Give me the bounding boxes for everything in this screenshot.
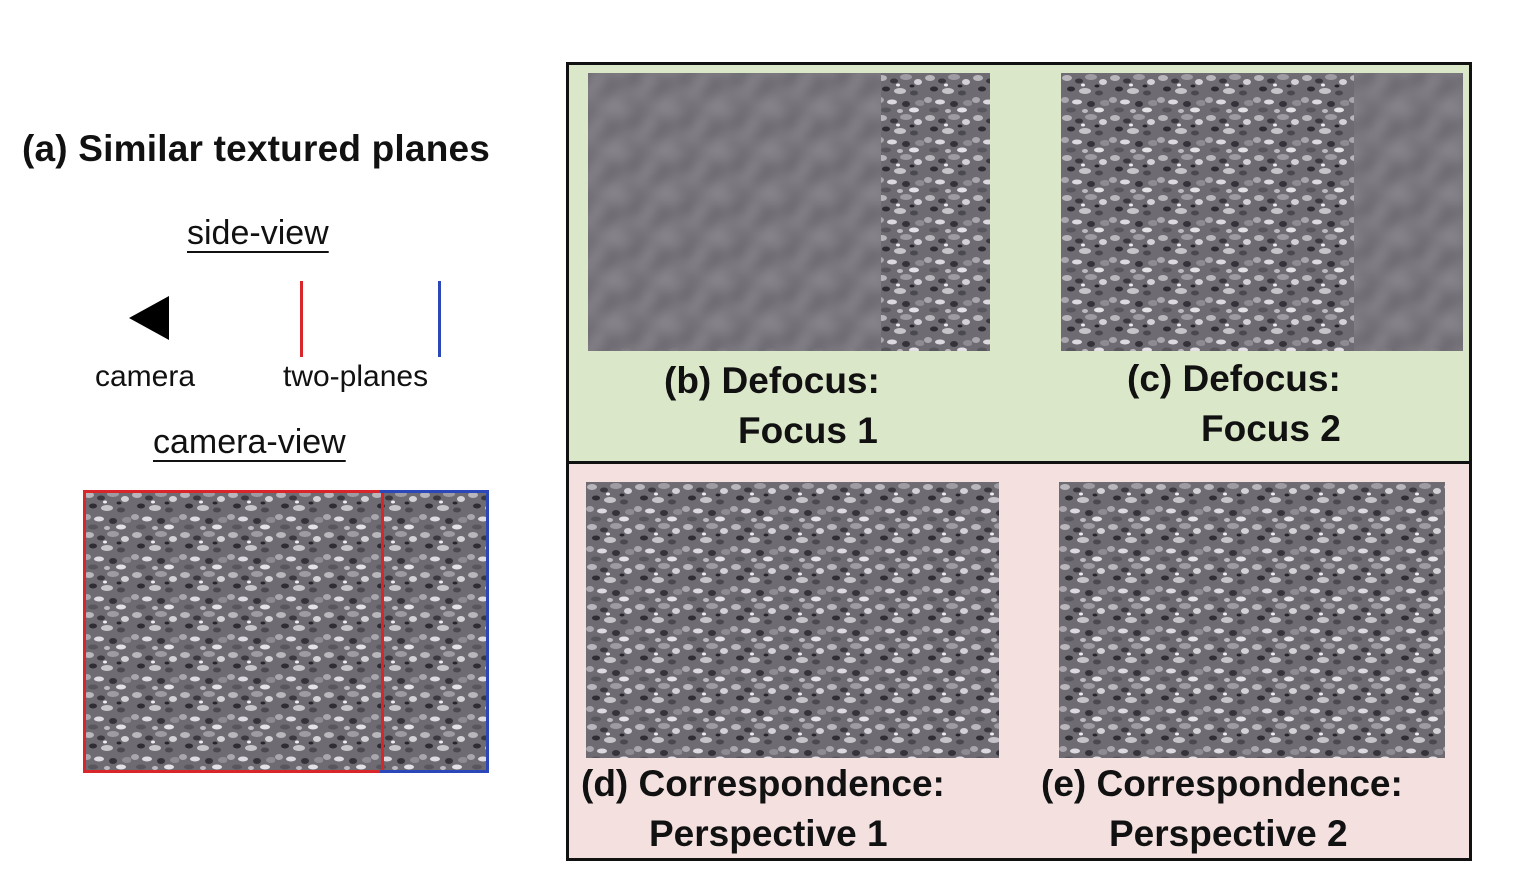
perspective1-image — [586, 482, 999, 758]
perspective2-image — [1059, 482, 1445, 758]
caption-c-line1: (c) Defocus: — [1127, 358, 1341, 399]
camera-view-heading: camera-view — [153, 423, 346, 461]
caption-c-line2: Focus 2 — [1201, 408, 1341, 449]
near-plane-box — [83, 490, 384, 773]
caption-d-line1: (d) Correspondence: — [581, 763, 945, 804]
defocus-focus1-image — [588, 73, 990, 351]
camera-triangle-icon — [129, 296, 169, 340]
caption-e-line1: (e) Correspondence: — [1041, 763, 1403, 804]
side-view-heading: side-view — [187, 214, 329, 252]
caption-b-line2: Focus 1 — [738, 410, 878, 451]
two-planes-label: two-planes — [283, 360, 429, 393]
gravel-texture — [1059, 482, 1445, 758]
defocus-focus2-image — [1061, 73, 1463, 351]
far-plane-box — [380, 490, 489, 773]
camera-label: camera — [95, 360, 196, 393]
gravel-texture — [586, 482, 999, 758]
blurred-region — [588, 73, 881, 351]
far-plane-line — [438, 281, 441, 357]
band-divider — [569, 461, 1469, 464]
panel-a-title: (a) Similar textured planes — [22, 128, 491, 169]
results-frame: (b) Defocus: Focus 1 (c) Defocus: Focus … — [566, 62, 1472, 861]
blurred-region — [1354, 73, 1463, 351]
caption-b-line1: (b) Defocus: — [664, 360, 880, 401]
caption-d-line2: Perspective 1 — [649, 813, 888, 854]
caption-e-line2: Perspective 2 — [1109, 813, 1348, 854]
gravel-texture — [83, 490, 489, 771]
near-plane-line — [300, 281, 303, 357]
camera-view-image — [83, 490, 489, 771]
